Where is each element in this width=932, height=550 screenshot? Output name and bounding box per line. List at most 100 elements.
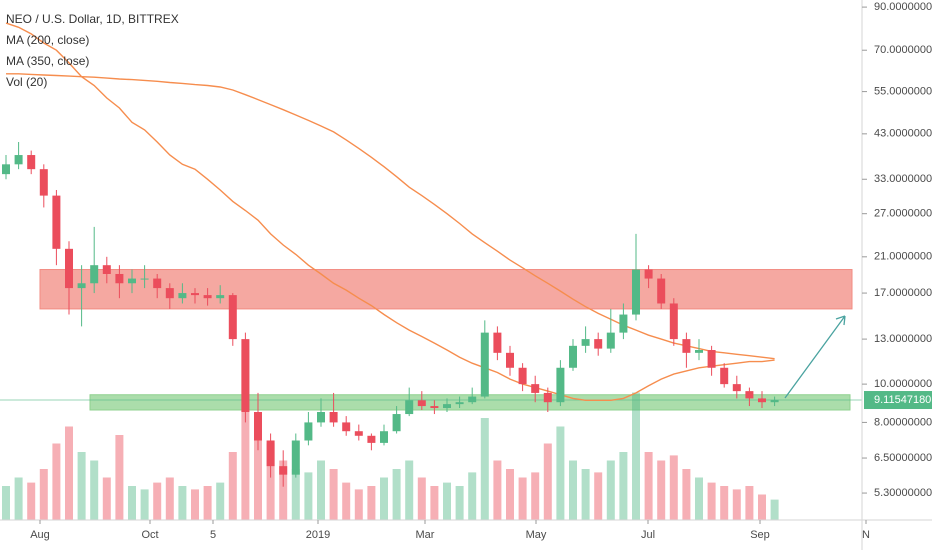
x-tick-label: Oct (141, 529, 158, 541)
candle-body (266, 440, 275, 467)
candle-body (380, 431, 388, 443)
volume-bar (342, 482, 351, 520)
candle-body (2, 164, 10, 175)
volume-bar (430, 486, 439, 520)
candle-body (153, 278, 162, 289)
candle-body (632, 269, 640, 315)
candle-body (493, 332, 502, 353)
price-zone (89, 394, 851, 411)
volume-bar (455, 486, 464, 520)
volume-bar (720, 486, 729, 520)
candle-body (128, 278, 136, 284)
volume-bar (619, 452, 628, 520)
candle-body (443, 404, 451, 409)
volume-bar (266, 443, 275, 520)
y-tick-label: 13.00000000 (874, 333, 932, 345)
candle-body (669, 303, 678, 340)
candle-body (52, 195, 61, 249)
volume-bar (682, 469, 691, 520)
volume-bar (468, 472, 477, 520)
y-tick-label: 5.30000000 (874, 487, 932, 499)
volume-bar (695, 477, 703, 520)
volume-bar (632, 392, 640, 520)
candle-body (556, 367, 565, 403)
volume-bar (669, 455, 678, 520)
candle-body (732, 384, 741, 392)
candle-body (115, 273, 124, 284)
candle-body (417, 400, 426, 407)
volume-bar (480, 418, 489, 520)
volume-bar (354, 489, 363, 520)
x-tick-label: Jul (641, 529, 655, 541)
volume-bar (506, 469, 514, 520)
volume-bar (216, 482, 225, 520)
indicator-label: MA (200, close) (6, 33, 89, 47)
y-tick-label: 8.00000000 (874, 416, 932, 428)
candle-body (455, 402, 464, 405)
candle-body (90, 265, 99, 284)
candle-body (367, 435, 376, 443)
volume-bar (165, 477, 174, 520)
candle-body (216, 295, 225, 299)
volume-bar (77, 452, 86, 520)
x-tick-label: N (862, 529, 870, 541)
volume-bar (707, 482, 716, 520)
candle-body (65, 248, 73, 289)
y-tick-label: 17.00000000 (874, 287, 932, 299)
candle-body (291, 440, 300, 475)
volume-bar (115, 435, 124, 520)
plot-area (0, 22, 862, 520)
candle-body (354, 431, 363, 436)
candle-body (241, 339, 250, 413)
candle-body (191, 293, 199, 296)
candle-body (304, 422, 313, 441)
candle-body (506, 352, 514, 368)
candle-body (228, 295, 237, 340)
y-tick-label: 55.00000000 (874, 86, 932, 98)
candle-body (27, 155, 36, 170)
volume-bar (594, 472, 603, 520)
candle-body (317, 412, 325, 423)
x-tick-label: 2019 (306, 529, 330, 541)
volume-bar (329, 469, 338, 520)
candle-body (720, 367, 729, 385)
candle-body (770, 399, 779, 403)
chart-title: NEO / U.S. Dollar, 1D, BITTREX (6, 12, 179, 26)
y-tick-label: 33.00000000 (874, 173, 932, 185)
volume-bar (241, 350, 250, 520)
candle-body (165, 288, 174, 299)
volume-bar (14, 477, 23, 520)
candle-body (569, 345, 577, 368)
price-zone (39, 269, 853, 310)
volume-bar (128, 486, 136, 520)
candle-body (140, 278, 149, 280)
y-tick-label: 10.00000000 (874, 378, 932, 390)
x-tick-label: Mar (416, 529, 435, 541)
candle-body (430, 406, 439, 409)
volume-bar (569, 460, 577, 520)
candle-body (758, 398, 766, 403)
volume-bar (644, 452, 653, 520)
candle-body (279, 466, 288, 475)
last-price-box (864, 391, 932, 410)
volume-bar (657, 460, 666, 520)
volume-bar (39, 469, 48, 520)
volume-bar (518, 477, 527, 520)
candle-body (254, 412, 262, 441)
moving-average (6, 73, 775, 360)
y-tick-label: 27.00000000 (874, 208, 932, 220)
indicator-label: Vol (20) (6, 75, 47, 89)
volume-bar (153, 482, 162, 520)
volume-bar (254, 426, 262, 520)
y-tick-label: 6.50000000 (874, 452, 932, 464)
candle-body (77, 283, 86, 289)
volume-bar (203, 486, 212, 520)
volume-bar (178, 486, 187, 520)
last-price-label: 9.11547180 (874, 394, 931, 406)
volume-bar (90, 460, 99, 520)
candle-body (480, 332, 489, 397)
volume-bar (291, 469, 300, 520)
candle-body (644, 269, 653, 279)
candle-body (594, 339, 603, 349)
